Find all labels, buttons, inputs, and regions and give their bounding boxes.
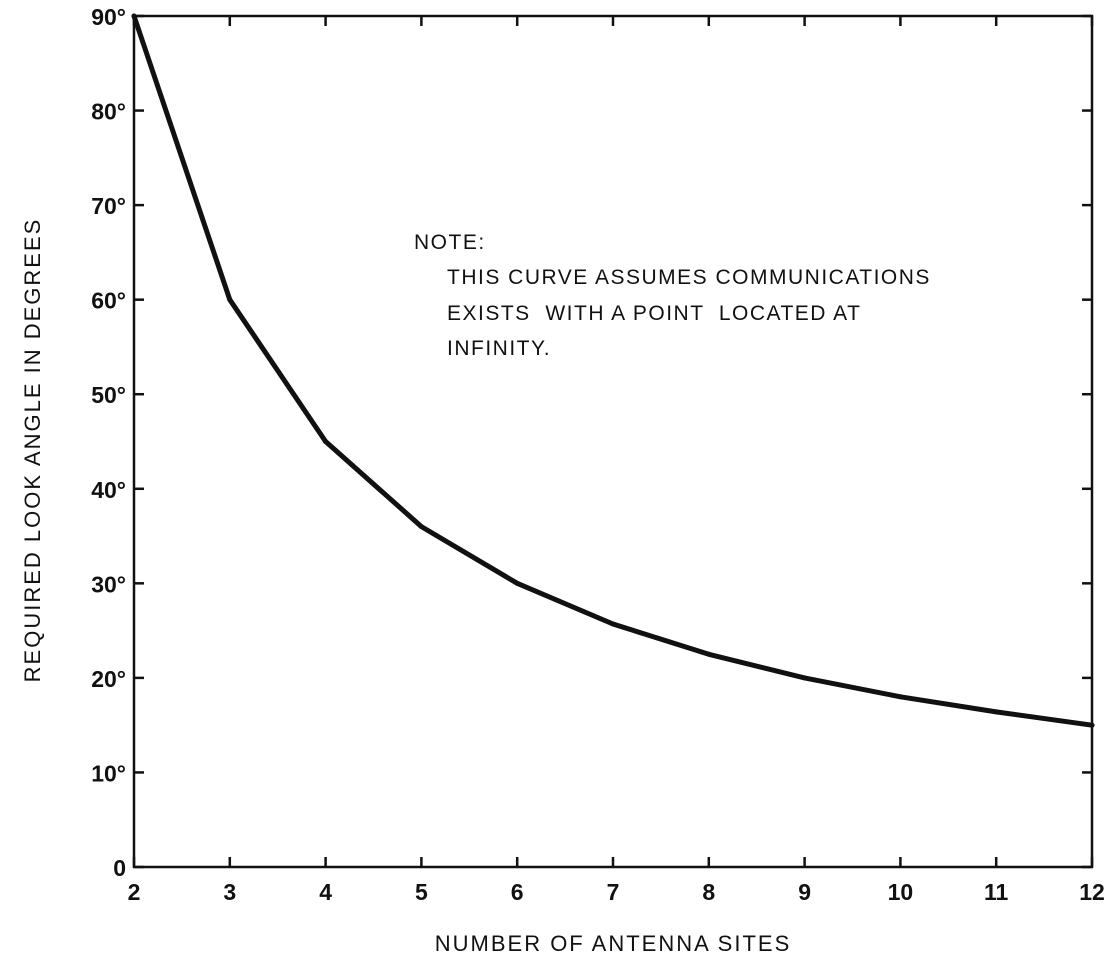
- x-tick-label: 10: [888, 879, 914, 905]
- data-point: [1089, 722, 1095, 728]
- y-axis-title: REQUIRED LOOK ANGLE IN DEGREES: [20, 218, 45, 683]
- x-tick-label: 5: [415, 879, 428, 905]
- data-points: [131, 13, 1095, 728]
- x-tick-label: 9: [798, 879, 811, 905]
- x-tick-label: 6: [511, 879, 524, 905]
- y-tick-label: 90°: [91, 4, 126, 30]
- y-tick-label: 30°: [91, 571, 126, 597]
- data-point: [610, 621, 616, 627]
- y-tick-labels: 0 10° 20° 30° 40° 50° 60° 70° 80° 90°: [91, 4, 126, 881]
- x-tick-label: 2: [128, 879, 141, 905]
- tick-marks: [132, 14, 1094, 869]
- x-tick-label: 11: [984, 879, 1009, 905]
- x-tick-label: 12: [1079, 879, 1105, 905]
- y-tick-label: 50°: [91, 382, 126, 408]
- y-tick-label: 10°: [91, 760, 126, 786]
- data-point: [418, 524, 424, 530]
- y-tick-label: 80°: [91, 99, 126, 125]
- note-line-3: INFINITY.: [447, 337, 551, 360]
- y-tick-label: 40°: [91, 477, 126, 503]
- x-axis-title: NUMBER OF ANTENNA SITES: [435, 931, 792, 956]
- note-line-1: THIS CURVE ASSUMES COMMUNICATIONS: [447, 266, 931, 289]
- x-tick-label: 4: [319, 879, 332, 905]
- data-point: [323, 439, 329, 444]
- data-point: [131, 13, 137, 19]
- plot-frame: [132, 14, 1094, 869]
- x-tick-label: 7: [607, 879, 620, 905]
- series-line-look-angle: [131, 13, 1095, 728]
- x-tick-labels: 2 3 4 5 6 7 8 9 10 11 12: [128, 879, 1105, 905]
- data-point: [227, 297, 233, 303]
- note-line-2: EXISTS WITH A POINT LOCATED AT: [447, 302, 861, 325]
- note-heading: NOTE:: [414, 231, 486, 254]
- y-tick-label: 0: [113, 855, 126, 881]
- y-tick-label: 20°: [91, 666, 126, 692]
- x-tick-label: 8: [702, 879, 715, 905]
- y-tick-label: 70°: [91, 193, 126, 219]
- data-point: [514, 580, 520, 586]
- data-point: [706, 651, 712, 657]
- x-tick-label: 3: [223, 879, 236, 905]
- note-annotation: NOTE: THIS CURVE ASSUMES COMMUNICATIONS …: [414, 231, 931, 360]
- y-tick-label: 60°: [91, 288, 126, 314]
- data-point: [897, 694, 903, 700]
- data-point: [802, 675, 808, 681]
- data-point: [993, 709, 999, 715]
